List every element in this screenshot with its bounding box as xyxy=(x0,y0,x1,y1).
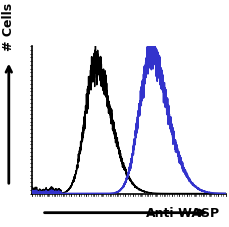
Text: # Cells: # Cells xyxy=(2,3,15,51)
Text: Anti-WASP: Anti-WASP xyxy=(145,206,219,219)
